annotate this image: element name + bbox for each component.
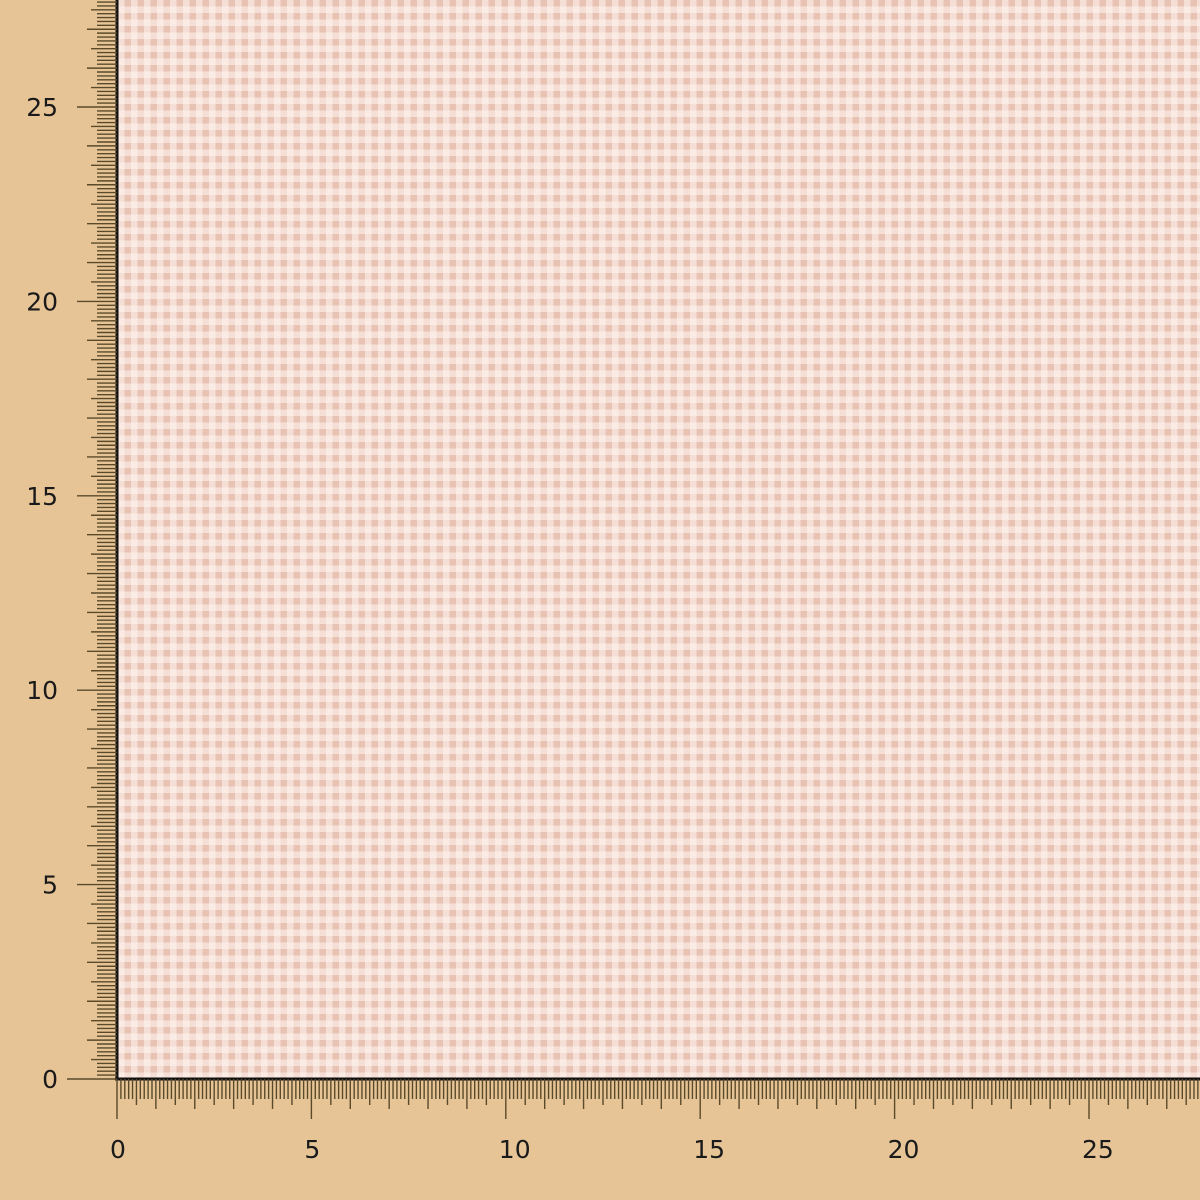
x-tick-label: 25 [1082, 1135, 1114, 1164]
y-tick-label: 25 [26, 93, 58, 122]
y-tick-label: 10 [26, 676, 58, 705]
x-tick-label: 15 [693, 1135, 725, 1164]
y-tick-label: 0 [42, 1065, 58, 1094]
y-tick-label: 5 [42, 871, 58, 900]
x-tick-label: 10 [499, 1135, 531, 1164]
y-tick-label: 20 [26, 287, 58, 316]
x-tick-label: 0 [110, 1135, 126, 1164]
x-tick-label: 5 [304, 1135, 320, 1164]
fabric-swatch [118, 0, 1200, 1078]
x-tick-label: 20 [888, 1135, 920, 1164]
y-tick-label: 15 [26, 482, 58, 511]
